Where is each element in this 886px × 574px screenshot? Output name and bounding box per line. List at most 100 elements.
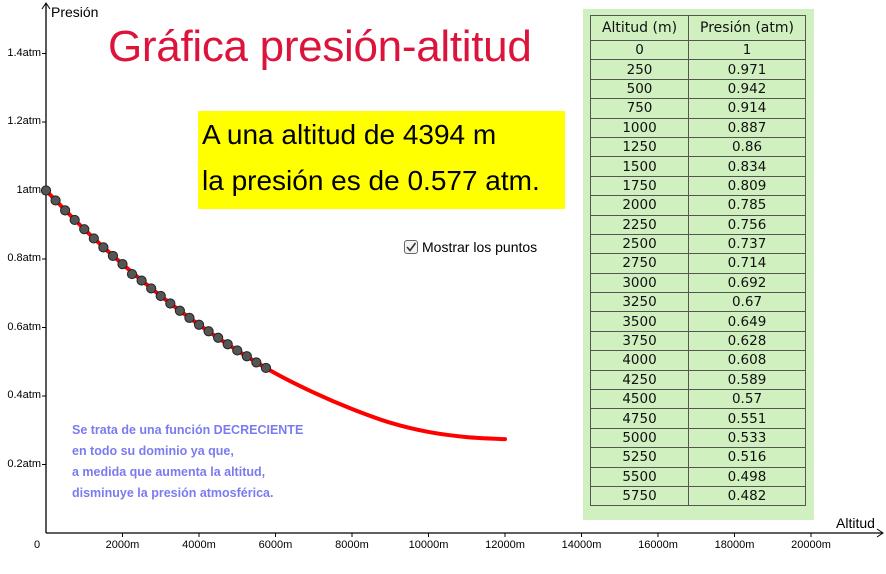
x-tick-label: 0 (34, 539, 41, 551)
explanation-note: Se trata de una función DECRECIENTE en t… (72, 420, 303, 504)
data-points[interactable] (40, 185, 272, 374)
data-point[interactable] (241, 351, 252, 362)
data-point[interactable] (88, 233, 99, 244)
show-points-label: Mostrar los puntos (422, 239, 538, 255)
cell-altitude: 3500 (590, 311, 689, 332)
y-tick-label: 1.2atm (7, 115, 41, 127)
table-row: 3250 0.67 (590, 292, 806, 313)
data-point[interactable] (79, 224, 90, 235)
x-tick-label: 10000m (408, 539, 449, 551)
data-point[interactable] (40, 185, 52, 196)
data-point[interactable] (50, 195, 61, 206)
cell-pressure: 0.887 (688, 117, 806, 138)
cell-pressure: 0.533 (688, 427, 806, 449)
data-point[interactable] (165, 298, 176, 309)
x-tick-label: 18000m (714, 539, 755, 551)
y-tick-label: 0.4atm (7, 389, 41, 401)
cell-altitude: 5750 (590, 485, 689, 507)
table-row: 1750 0.809 (590, 175, 806, 197)
x-tick-label: 20000m (791, 539, 831, 551)
data-point[interactable] (184, 312, 195, 324)
note-line: disminuye la presión atmosférica. (72, 486, 274, 500)
table-row: 1500 0.834 (590, 156, 806, 177)
x-tick-label: 12000m (485, 539, 525, 551)
checkmark-icon (406, 242, 417, 252)
x-axis-label: Altitud (836, 515, 875, 531)
cell-pressure: 0.67 (688, 292, 806, 313)
data-point[interactable] (232, 345, 243, 356)
cell-pressure: 0.482 (688, 485, 806, 507)
table-row: 500 0.942 (590, 78, 806, 100)
table-row: 5000 0.533 (590, 427, 806, 449)
y-axis-arrow-icon (41, 2, 51, 10)
table-row: 5500 0.498 (590, 466, 806, 487)
table-row: 4000 0.608 (590, 350, 806, 371)
cell-altitude: 2000 (590, 195, 689, 216)
cell-pressure: 0.608 (688, 350, 806, 371)
data-point[interactable] (146, 283, 157, 294)
data-point[interactable] (213, 332, 224, 343)
cell-pressure: 0.551 (688, 408, 806, 429)
cell-altitude: 3750 (590, 330, 689, 352)
data-point[interactable] (260, 362, 272, 374)
cell-pressure: 0.57 (688, 389, 806, 410)
table-row: 3750 0.628 (590, 330, 806, 352)
cell-altitude: 750 (590, 98, 689, 119)
table-row: 4250 0.589 (590, 369, 806, 391)
x-tick-label: 14000m (561, 539, 602, 551)
x-tick-label: 6000m (258, 539, 293, 551)
data-point[interactable] (251, 357, 262, 368)
data-point[interactable] (107, 250, 119, 262)
checkbox-box[interactable] (404, 240, 418, 254)
axis-ticks (42, 53, 812, 537)
table-row: 2000 0.785 (590, 195, 806, 216)
cell-pressure: 0.714 (688, 253, 806, 274)
cell-altitude: 2750 (590, 253, 689, 274)
cell-altitude: 4750 (590, 408, 689, 429)
show-points-checkbox[interactable]: Mostrar los puntos (404, 239, 537, 255)
table-row: 2250 0.756 (590, 214, 806, 235)
data-point[interactable] (193, 319, 205, 330)
cell-pressure: 0.756 (688, 214, 806, 235)
x-tick-label: 2000m (105, 539, 140, 551)
data-point[interactable] (203, 326, 214, 337)
data-point[interactable] (126, 268, 138, 280)
data-point[interactable] (174, 305, 185, 316)
data-point[interactable] (136, 275, 147, 286)
table-row: 1250 0.86 (590, 136, 806, 158)
x-tick-label: 8000m (335, 539, 369, 551)
data-point[interactable] (60, 205, 71, 216)
y-tick-label: 0.6atm (7, 320, 41, 333)
cell-altitude: 1250 (590, 136, 689, 158)
data-point[interactable] (155, 290, 166, 302)
cell-altitude: 3000 (590, 272, 689, 294)
cell-altitude: 5250 (590, 447, 689, 468)
data-point[interactable] (222, 339, 233, 350)
cell-pressure: 0.498 (688, 466, 806, 487)
table-row: 5250 0.516 (590, 447, 806, 468)
cell-altitude: 3250 (590, 292, 689, 313)
cell-pressure: 0.942 (688, 78, 806, 100)
cell-pressure: 0.628 (688, 330, 806, 352)
table-row: 1000 0.887 (590, 117, 806, 138)
data-point[interactable] (98, 242, 109, 253)
data-point[interactable] (117, 259, 128, 270)
y-tick-label: 0.8atm (7, 252, 41, 264)
cell-altitude: 4500 (590, 389, 689, 410)
cell-pressure: 0.86 (688, 136, 806, 158)
table-row: 2500 0.737 (590, 233, 806, 255)
cell-pressure: 1 (688, 39, 806, 61)
cell-altitude: 250 (590, 59, 689, 80)
cell-altitude: 1500 (590, 156, 689, 177)
cell-pressure: 0.649 (688, 311, 806, 332)
cell-pressure: 0.785 (688, 195, 806, 216)
y-tick-label: 1atm (16, 183, 41, 196)
result-highlight-box: A una altitud de 4394 m la presión es de… (198, 111, 565, 209)
cell-altitude: 5000 (590, 427, 689, 449)
cell-pressure: 0.914 (688, 98, 806, 119)
data-point[interactable] (69, 214, 80, 226)
cell-pressure: 0.589 (688, 369, 806, 391)
table-row: 250 0.971 (590, 59, 806, 80)
